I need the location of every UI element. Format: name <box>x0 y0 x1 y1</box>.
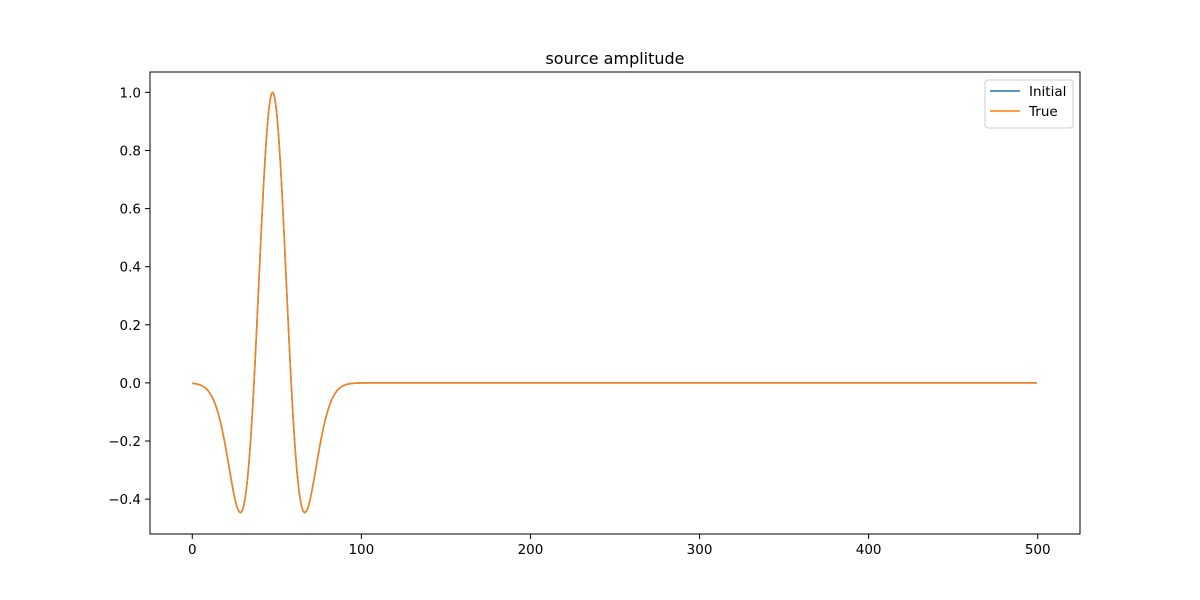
legend-label-initial: Initial <box>1029 84 1066 100</box>
y-tick-label: 0.6 <box>120 202 141 218</box>
legend-label-true: True <box>1028 104 1058 120</box>
x-tick-label: 300 <box>687 542 713 558</box>
x-tick-label: 0 <box>188 542 197 558</box>
legend: Initial True <box>984 79 1074 129</box>
x-tick-label: 400 <box>856 542 882 558</box>
legend-box <box>984 79 1074 129</box>
y-tick-label: −0.4 <box>108 492 141 508</box>
y-tick-label: 0.8 <box>120 143 141 159</box>
y-tick-label: 0.2 <box>120 318 141 334</box>
series-layer <box>192 91 1037 514</box>
y-tick-label: −0.2 <box>108 434 141 450</box>
series-line-true <box>192 91 1037 514</box>
axis-ticks: 0 100 200 300 400 500 −0.4 −0.2 0.0 0.2 0.4 0.6 0.8 1… <box>108 85 1050 558</box>
y-tick-label: 0.4 <box>120 260 141 276</box>
y-tick-label: 0.0 <box>120 376 141 392</box>
plot-frame <box>149 71 1081 535</box>
x-tick-label: 500 <box>1025 542 1051 558</box>
x-tick-label: 100 <box>348 542 374 558</box>
x-tick-label: 200 <box>518 542 544 558</box>
chart-title: source amplitude <box>545 49 684 68</box>
y-tick-label: 1.0 <box>120 85 141 101</box>
